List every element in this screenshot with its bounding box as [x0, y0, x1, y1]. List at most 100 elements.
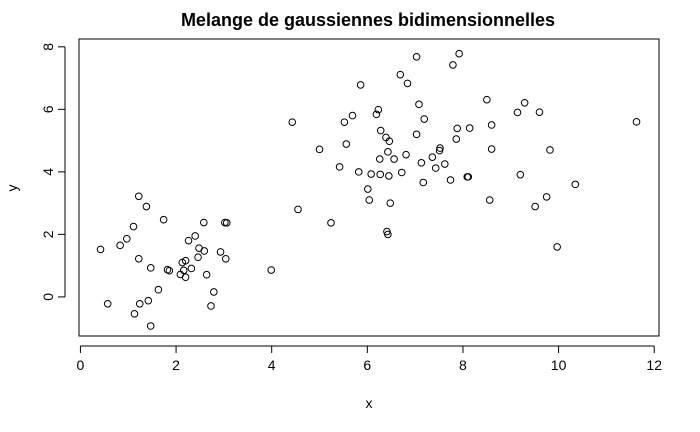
x-tick-label: 6 [363, 357, 371, 373]
y-tick-label: 6 [40, 105, 56, 113]
data-point [165, 266, 174, 275]
data-point [288, 118, 297, 126]
data-point [364, 185, 372, 193]
y-tick-label: 2 [40, 230, 56, 238]
data-point [535, 108, 544, 116]
data-point [374, 105, 383, 114]
data-point [96, 245, 105, 254]
data-point [417, 159, 426, 167]
x-axis-label: x [366, 395, 373, 411]
data-point [376, 170, 385, 179]
data-point [546, 146, 554, 154]
data-point [372, 110, 381, 119]
data-point [553, 243, 561, 251]
x-tick-label: 10 [551, 357, 567, 373]
data-point [179, 266, 188, 275]
data-point [191, 232, 199, 240]
data-point [144, 296, 153, 305]
data-point [159, 215, 168, 224]
data-point [412, 53, 421, 61]
data-point [267, 266, 276, 274]
data-point [315, 145, 324, 154]
data-point [134, 254, 143, 263]
data-point [142, 202, 151, 211]
data-point [123, 234, 131, 243]
data-point [146, 322, 155, 330]
y-tick-label: 0 [40, 293, 56, 301]
data-point [420, 115, 429, 123]
data-point [348, 111, 357, 120]
data-point [396, 70, 405, 79]
data-point [327, 219, 335, 227]
data-point [210, 288, 218, 296]
data-point [130, 310, 139, 318]
y-axis: 0 2 4 6 8 [40, 43, 66, 301]
x-tick-label: 2 [172, 357, 180, 373]
data-point [187, 264, 196, 273]
data-point [513, 108, 522, 117]
data-point [103, 299, 112, 308]
data-point [216, 248, 225, 256]
data-point [464, 173, 473, 181]
data-point [385, 137, 394, 146]
data-point [356, 81, 365, 89]
data-point [221, 254, 230, 263]
data-point [531, 202, 539, 211]
data-point [134, 192, 143, 201]
data-point [386, 199, 395, 207]
data-point [342, 140, 351, 148]
y-axis-label: y [4, 185, 20, 192]
data-point [129, 222, 138, 231]
data-point [485, 196, 494, 204]
data-point [449, 61, 457, 69]
data-point [436, 144, 444, 152]
plot-frame [78, 38, 660, 337]
data-point [520, 98, 529, 107]
data-point [340, 118, 349, 126]
data-point [487, 121, 496, 129]
data-point [199, 218, 208, 227]
data-point [571, 180, 580, 189]
x-tick-label: 8 [459, 357, 467, 373]
data-point [402, 150, 410, 159]
data-point [384, 230, 392, 239]
data-point [384, 148, 392, 156]
data-point [184, 236, 193, 245]
data-point [455, 49, 463, 58]
data-point [154, 285, 163, 294]
data-point [181, 273, 190, 282]
data-point [632, 118, 641, 126]
y-tick-label: 8 [40, 43, 56, 51]
data-point [385, 172, 393, 180]
data-point [202, 270, 211, 279]
data-point [428, 153, 437, 161]
y-tick-label: 4 [40, 168, 56, 176]
data-point [419, 178, 428, 187]
data-point [412, 130, 421, 139]
data-point [200, 247, 209, 255]
data-point [453, 124, 462, 133]
data-point [397, 168, 406, 177]
data-point [116, 241, 124, 250]
data-point [487, 145, 496, 153]
data-point [431, 164, 440, 172]
x-axis: 0 2 4 6 8 10 12 [77, 345, 662, 373]
data-point [440, 160, 449, 168]
data-point [403, 79, 412, 88]
x-tick-label: 4 [268, 357, 276, 373]
data-point [483, 95, 491, 104]
data-point [415, 100, 423, 109]
data-point [542, 193, 551, 201]
data-point [516, 170, 525, 179]
chart-title: Melange de gaussiennes bidimensionnelles [181, 10, 555, 30]
data-point [365, 196, 374, 204]
data-point [146, 264, 155, 272]
x-tick-label: 12 [646, 357, 662, 373]
data-point [446, 176, 455, 184]
data-point [465, 124, 474, 132]
data-point [375, 155, 384, 163]
data-point [222, 219, 231, 227]
data-point [376, 126, 385, 135]
data-point [135, 299, 144, 308]
